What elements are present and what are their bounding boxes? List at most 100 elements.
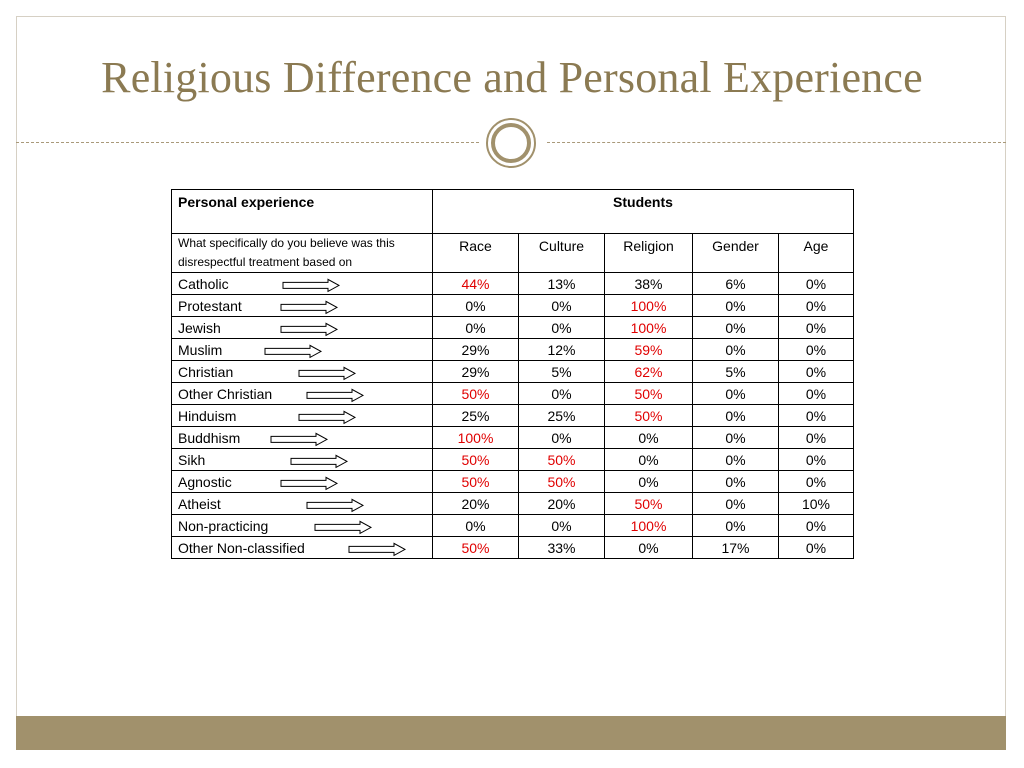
row-label: Jewish — [178, 319, 221, 336]
value-cell: 17% — [692, 536, 779, 559]
value-cell: 12% — [518, 338, 605, 361]
value-cell: 50% — [518, 470, 605, 493]
value-cell: 0% — [518, 316, 605, 339]
value-cell: 0% — [778, 360, 854, 383]
right-arrow-icon — [348, 542, 406, 556]
row-label-cell: Catholic — [171, 272, 433, 295]
value-cell: 0% — [778, 514, 854, 537]
divider-left — [16, 142, 479, 143]
row-label-cell: Jewish — [171, 316, 433, 339]
row-label-cell: Atheist — [171, 492, 433, 515]
table-header-row: Personal experience Students — [171, 189, 854, 234]
row-label: Non-practicing — [178, 517, 269, 534]
value-cell: 0% — [692, 316, 779, 339]
value-cell: 100% — [604, 294, 693, 317]
column-header: Culture — [518, 233, 605, 273]
header-students: Students — [432, 189, 854, 234]
column-header: Religion — [604, 233, 693, 273]
value-cell: 0% — [604, 536, 693, 559]
row-label-cell: Christian — [171, 360, 433, 383]
row-label: Hinduism — [178, 407, 237, 424]
footer-bar — [16, 716, 1006, 750]
row-label: Protestant — [178, 297, 242, 314]
row-label: Catholic — [178, 275, 229, 292]
value-cell: 0% — [692, 448, 779, 471]
row-label: Sikh — [178, 451, 206, 468]
value-cell: 0% — [778, 536, 854, 559]
value-cell: 50% — [604, 492, 693, 515]
value-cell: 0% — [432, 316, 519, 339]
table-row: Hinduism 25% 25% 50% 0% 0% — [171, 404, 854, 427]
value-cell: 44% — [432, 272, 519, 295]
value-cell: 5% — [518, 360, 605, 383]
right-arrow-icon — [264, 344, 322, 358]
value-cell: 0% — [692, 338, 779, 361]
value-cell: 0% — [778, 272, 854, 295]
value-cell: 0% — [692, 470, 779, 493]
table-row: Agnostic 50% 50% 0% 0% 0% — [171, 470, 854, 493]
row-label: Other Christian — [178, 385, 273, 402]
value-cell: 0% — [778, 404, 854, 427]
row-label-cell: Sikh — [171, 448, 433, 471]
value-cell: 0% — [692, 514, 779, 537]
value-cell: 25% — [432, 404, 519, 427]
value-cell: 50% — [432, 470, 519, 493]
right-arrow-icon — [280, 300, 338, 314]
value-cell: 29% — [432, 338, 519, 361]
value-cell: 0% — [778, 316, 854, 339]
column-header: Gender — [692, 233, 779, 273]
row-label-cell: Buddhism — [171, 426, 433, 449]
value-cell: 38% — [604, 272, 693, 295]
row-label: Agnostic — [178, 473, 232, 490]
right-arrow-icon — [306, 388, 364, 402]
right-arrow-icon — [280, 476, 338, 490]
right-arrow-icon — [298, 410, 356, 424]
value-cell: 10% — [778, 492, 854, 515]
row-label: Other Non-classified — [178, 539, 305, 556]
value-cell: 0% — [692, 404, 779, 427]
value-cell: 0% — [778, 448, 854, 471]
row-label-cell: Hinduism — [171, 404, 433, 427]
right-arrow-icon — [314, 520, 372, 534]
right-arrow-icon — [298, 366, 356, 380]
value-cell: 62% — [604, 360, 693, 383]
table-row: Protestant 0% 0% 100% 0% 0% — [171, 294, 854, 317]
value-cell: 25% — [518, 404, 605, 427]
value-cell: 0% — [778, 426, 854, 449]
value-cell: 0% — [692, 492, 779, 515]
data-table: Personal experience Students What specif… — [171, 189, 854, 559]
right-arrow-icon — [306, 498, 364, 512]
value-cell: 0% — [604, 470, 693, 493]
value-cell: 29% — [432, 360, 519, 383]
value-cell: 6% — [692, 272, 779, 295]
table-row: Catholic 44% 13% 38% 6% 0% — [171, 272, 854, 295]
value-cell: 0% — [778, 294, 854, 317]
row-label-cell: Non-practicing — [171, 514, 433, 537]
value-cell: 50% — [432, 536, 519, 559]
value-cell: 50% — [432, 382, 519, 405]
value-cell: 50% — [432, 448, 519, 471]
value-cell: 50% — [518, 448, 605, 471]
right-arrow-icon — [280, 322, 338, 336]
column-header: Race — [432, 233, 519, 273]
value-cell: 0% — [778, 382, 854, 405]
value-cell: 0% — [604, 448, 693, 471]
right-arrow-icon — [282, 278, 340, 292]
row-label-cell: Muslim — [171, 338, 433, 361]
value-cell: 100% — [432, 426, 519, 449]
value-cell: 0% — [432, 514, 519, 537]
table-row: Other Non-classified 50% 33% 0% 17% 0% — [171, 536, 854, 559]
right-arrow-icon — [290, 454, 348, 468]
table-row: Atheist 20% 20% 50% 0% 10% — [171, 492, 854, 515]
row-label: Atheist — [178, 495, 221, 512]
value-cell: 20% — [432, 492, 519, 515]
table-row: Jewish 0% 0% 100% 0% 0% — [171, 316, 854, 339]
value-cell: 100% — [604, 316, 693, 339]
value-cell: 0% — [518, 382, 605, 405]
value-cell: 0% — [692, 382, 779, 405]
table-row: Christian 29% 5% 62% 5% 0% — [171, 360, 854, 383]
value-cell: 33% — [518, 536, 605, 559]
value-cell: 0% — [432, 294, 519, 317]
divider-right — [547, 142, 1006, 143]
value-cell: 0% — [692, 294, 779, 317]
